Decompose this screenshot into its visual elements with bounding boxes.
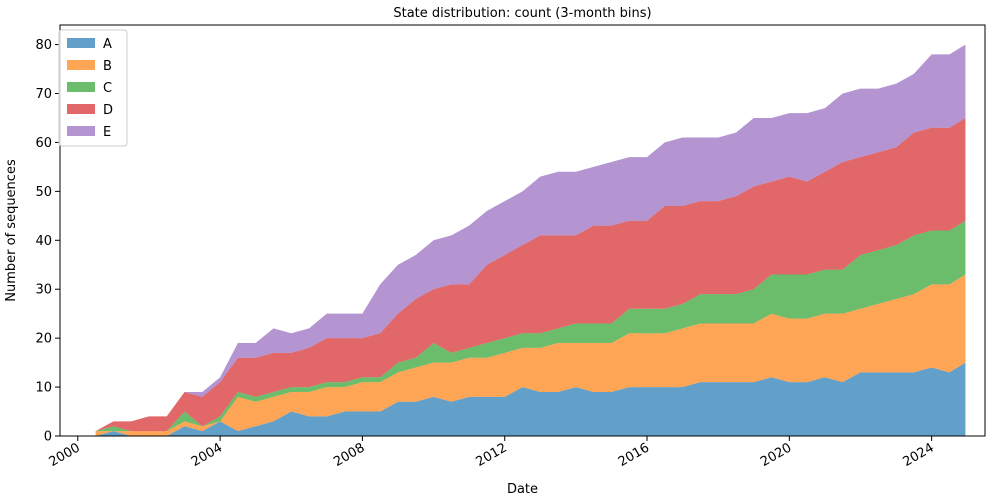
legend-label-e: E [103,125,111,140]
area-series-e [95,44,966,432]
x-tick-label: 2000 [47,440,83,470]
x-axis-title: Date [507,482,538,497]
legend-label-d: D [103,103,113,118]
y-tick-label: 40 [35,234,52,249]
x-tick-label: 2024 [900,440,936,470]
legend-swatch-d [67,104,95,114]
y-axis-title: Number of sequences [4,159,19,302]
y-tick-label: 20 [35,332,52,347]
x-tick-label: 2008 [331,440,367,470]
chart-title: State distribution: count (3-month bins) [393,6,651,21]
area-series-b [95,274,966,436]
x-tick-label: 2004 [189,440,225,470]
y-tick-label: 80 [35,38,52,53]
y-tick-label: 50 [35,185,52,200]
legend-swatch-c [67,82,95,92]
legend-label-b: B [103,59,112,74]
y-tick-label: 0 [44,430,52,445]
plot-frame [59,24,986,437]
y-tick-label: 30 [35,283,52,298]
y-axis: 0 10 20 30 40 50 60 70 80 [35,38,60,445]
x-tick-label: 2020 [758,440,794,470]
x-tick-label: 2016 [616,440,652,470]
y-tick-label: 70 [35,87,52,102]
x-tick-label: 2012 [474,440,510,470]
legend-swatch-e [67,126,95,136]
legend-swatch-a [67,38,95,48]
legend-swatch-b [67,60,95,70]
y-tick-label: 10 [35,381,52,396]
area-series-d [95,117,966,432]
legend-label-a: A [103,37,112,52]
area-series-a [95,362,966,436]
x-axis: 2000 2004 2008 2012 2016 2020 2024 [47,436,937,470]
area-layers [95,44,966,436]
y-tick-label: 60 [35,136,52,151]
legend-label-c: C [103,81,112,96]
